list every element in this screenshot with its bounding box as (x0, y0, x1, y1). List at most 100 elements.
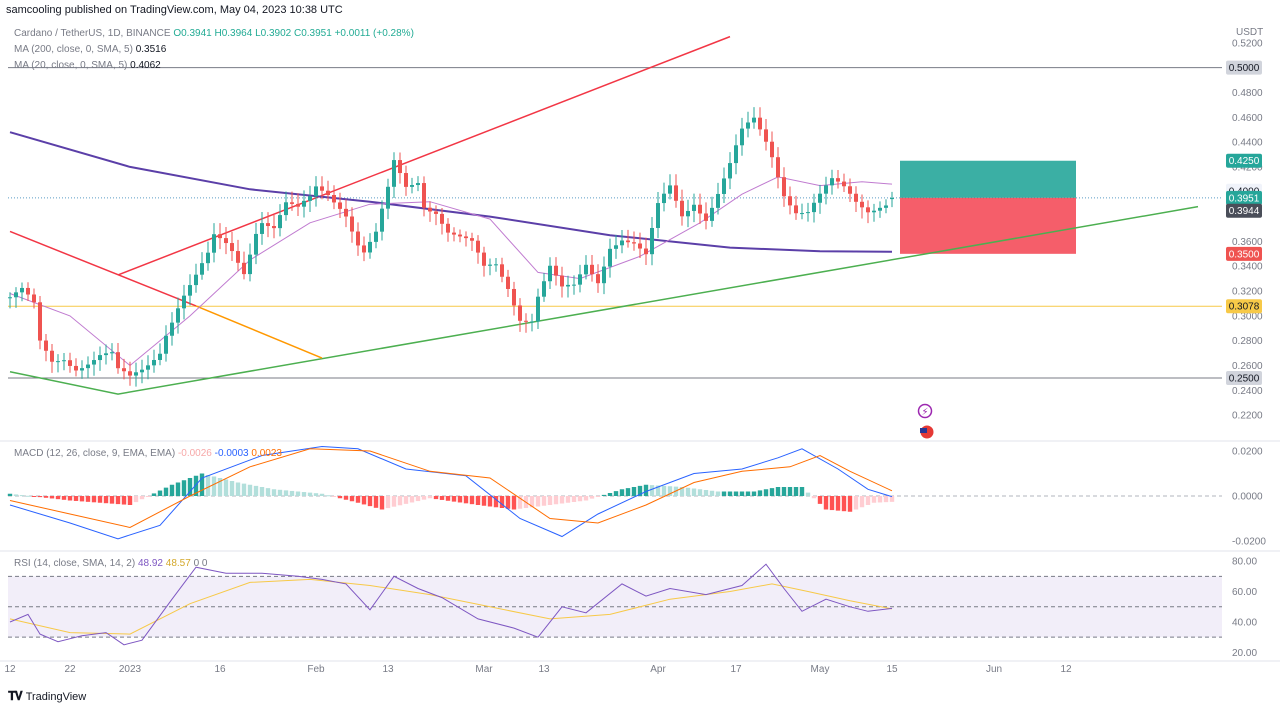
footer-brand[interactable]: 𝐓𝐕 TradingView (8, 689, 86, 704)
macd-hist-bar (43, 496, 49, 498)
macd-hist-bar (793, 487, 799, 496)
candle-body (470, 238, 474, 241)
macd-hist-bar (799, 487, 805, 496)
candle-body (212, 234, 216, 253)
macd-hist-bar (439, 496, 445, 500)
macd-hist-bar (433, 496, 439, 500)
macd-legend: MACD (12, 26, close, 9, EMA, EMA) -0.002… (14, 448, 282, 459)
macd-hist-bar (55, 496, 61, 500)
candle-body (500, 264, 504, 277)
candle-body (8, 297, 12, 299)
symbol-title[interactable]: Cardano / TetherUS, 1D, BINANCE (14, 28, 171, 39)
macd-hist-bar (859, 496, 865, 508)
macd-hist-bar (391, 496, 397, 507)
macd-hist-bar (253, 485, 259, 496)
macd-hist-bar (49, 496, 55, 499)
macd-hist-bar (685, 487, 691, 496)
candle-body (620, 240, 624, 246)
candle-body (542, 281, 546, 297)
candle-body (800, 213, 804, 215)
candle-body (854, 193, 858, 202)
macd-hist-bar (313, 493, 319, 496)
candle-body (116, 352, 120, 369)
macd-hist-bar (385, 496, 391, 509)
macd-hist-bar (847, 496, 853, 512)
macd-hist-bar (265, 488, 271, 496)
candle-body (530, 321, 534, 323)
macd-hist-bar (181, 480, 187, 496)
macd-hist-bar (499, 496, 505, 508)
macd-hist-bar (151, 493, 157, 496)
ma20-label[interactable]: MA (20, close, 0, SMA, 5) (14, 60, 128, 71)
macd-signal-line (9, 448, 893, 529)
macd-hist-bar (337, 496, 343, 499)
time-tick-label: 2023 (119, 664, 142, 675)
candle-body (56, 361, 60, 363)
macd-hist-bar (349, 496, 355, 502)
macd-hist-bar (565, 496, 571, 503)
macd-hist-bar (589, 496, 595, 499)
candle-body (668, 185, 672, 194)
macd-hist-bar (511, 496, 517, 510)
candle-body (644, 248, 648, 255)
ma20-value: 0.4062 (130, 60, 161, 71)
candle-body (506, 276, 510, 289)
macd-hist-bar (475, 496, 481, 505)
macd-hist-bar (67, 496, 73, 501)
candle-body (428, 207, 432, 212)
time-tick-label: Jun (986, 664, 1002, 675)
candle-body (566, 284, 570, 287)
candle-body (140, 369, 144, 373)
candle-body (200, 263, 204, 275)
price-badge (1226, 190, 1262, 205)
candle-body (752, 117, 756, 123)
candle-body (152, 359, 156, 366)
macd-hist-bar (235, 482, 241, 496)
price-tick-label: 0.2400 (1232, 386, 1263, 397)
target-zone (900, 160, 1076, 198)
candle-body (314, 186, 318, 197)
macd-hist-bar (397, 496, 403, 506)
macd-hist-bar (541, 496, 547, 506)
macd-label[interactable]: MACD (12, 26, close, 9, EMA, EMA) (14, 448, 176, 459)
candle-body (734, 145, 738, 164)
macd-hist-bar (583, 496, 589, 501)
macd-hist-bar (745, 491, 751, 496)
candle-body (782, 177, 786, 197)
time-tick-label: 13 (382, 664, 394, 675)
macd-hist-bar (823, 496, 829, 510)
rsi-tick-label: 60.00 (1232, 587, 1257, 598)
macd-hist-bar (601, 494, 607, 496)
macd-hist-bar (547, 496, 553, 505)
macd-hist-bar (517, 496, 523, 509)
macd-hist-bar (133, 496, 139, 503)
time-tick-label: 22 (64, 664, 76, 675)
macd-hist-bar (97, 496, 103, 503)
macd-hist-bar (697, 489, 703, 496)
macd-hist-bar (841, 496, 847, 512)
candle-body (572, 284, 576, 286)
macd-hist-bar (361, 496, 367, 505)
candle-body (368, 241, 372, 253)
macd-hist-bar (637, 485, 643, 496)
price-tick-label: 0.4400 (1232, 138, 1263, 149)
macd-hist-bar (175, 482, 181, 496)
candle-body (188, 285, 192, 296)
macd-hist-bar (223, 479, 229, 496)
candle-body (404, 173, 408, 187)
rsi-label[interactable]: RSI (14, close, SMA, 14, 2) (14, 558, 136, 569)
macd-hist-bar (217, 478, 223, 496)
candle-body (890, 197, 894, 200)
candle-body (50, 350, 54, 362)
candle-body (590, 264, 594, 275)
price-badge (1226, 299, 1262, 314)
candle-body (848, 186, 852, 194)
candle-body (416, 183, 420, 186)
ma200-label[interactable]: MA (200, close, 0, SMA, 5) (14, 44, 133, 55)
macd-hist-bar (445, 496, 451, 501)
ma200-line (9, 131, 893, 253)
price-tick-label: 0.3200 (1232, 287, 1263, 298)
candle-body (20, 287, 24, 293)
candle-body (872, 210, 876, 213)
